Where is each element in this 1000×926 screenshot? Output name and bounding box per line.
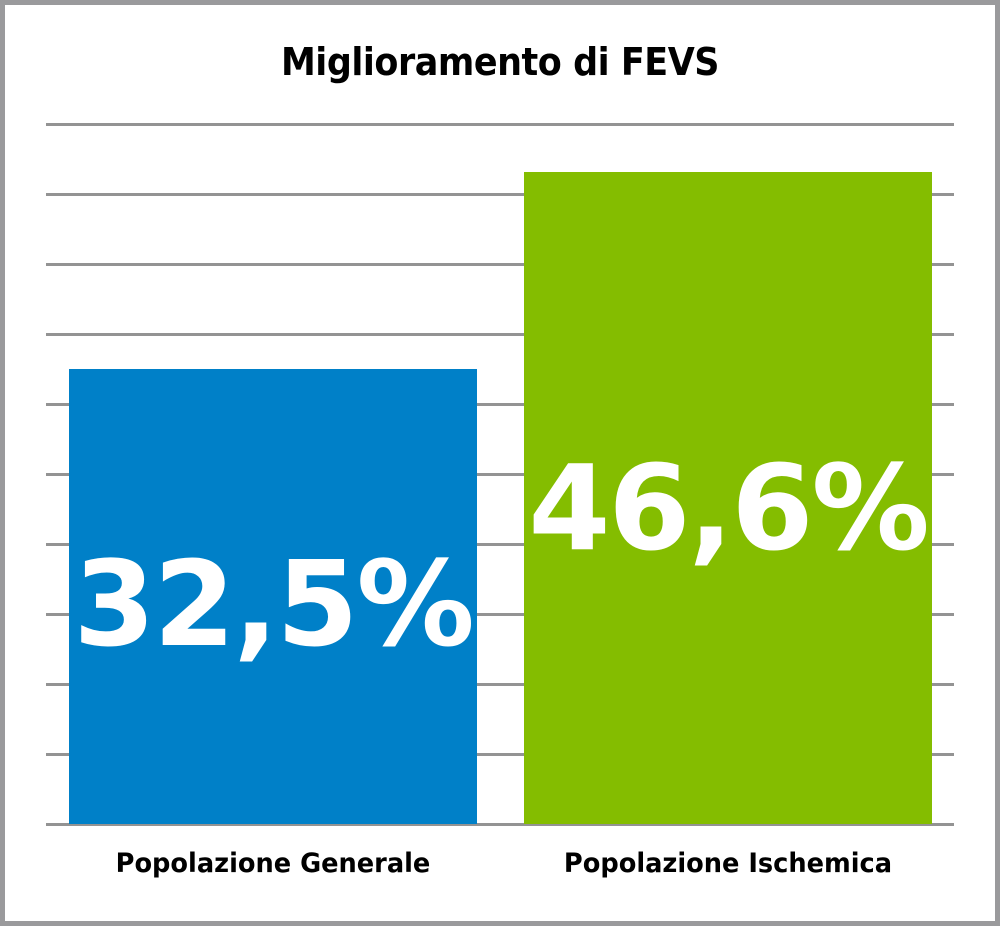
gridline [46,683,954,686]
gridline [46,333,954,336]
gridline [46,613,954,616]
gridline [46,193,954,196]
gridline [46,543,954,546]
bar-value-label: 32,5% [73,535,474,673]
chart-title: Miglioramento di FEVS [280,40,720,84]
category-label-generale: Popolazione Generale [115,848,431,879]
gridline [46,823,954,826]
gridline [46,263,954,266]
bar-popolazione-generale: 32,5% [69,369,477,824]
bar-popolazione-ischemica: 46,6% [524,171,932,824]
gridline [46,473,954,476]
bar-value-label: 46,6% [528,438,929,577]
gridline [46,403,954,406]
gridline [46,123,954,126]
category-label-ischemica: Popolazione Ischemica [563,848,893,879]
gridline [46,753,954,756]
